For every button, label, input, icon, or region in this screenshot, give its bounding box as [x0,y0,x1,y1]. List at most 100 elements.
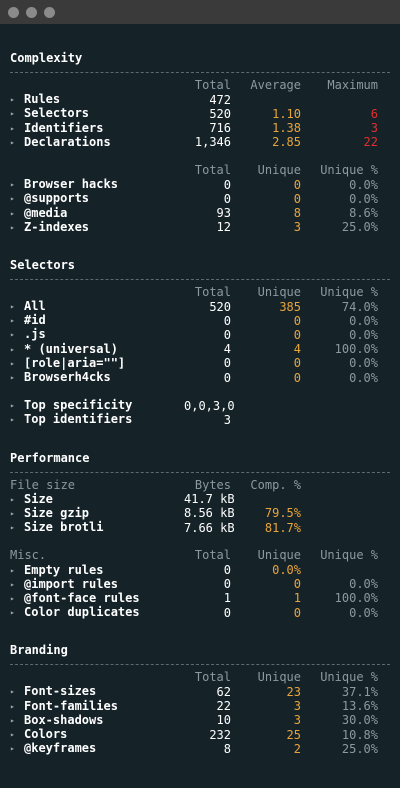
table-row: ▸ @supports 0 0 0.0% [10,191,390,206]
average-value: 1.10 [272,106,301,121]
bullet-arrow-icon: ▸ [10,344,15,354]
unique-percent-value: 0.0% [349,177,378,192]
bytes-value: 8.56 kB [184,506,235,521]
bullet-arrow-icon: ▸ [10,508,15,518]
bullet-arrow-icon: ▸ [10,109,15,119]
bullet-arrow-icon: ▸ [10,565,15,575]
bullet-arrow-icon: ▸ [10,302,15,312]
bullet-arrow-icon: ▸ [10,687,15,697]
bytes-value: 41.7 kB [184,492,235,507]
row-label: Rules [24,92,61,107]
row-label: Selectors [24,106,90,121]
bullet-arrow-icon: ▸ [10,316,15,326]
table-row: ▸ Z-indexes 12 3 25.0% [10,220,390,235]
unique-value: 4 [293,342,301,357]
row-label: Size gzip [24,505,90,520]
bullet-arrow-icon: ▸ [10,730,15,739]
table-row: ▸ Size 41.7 kB [10,491,390,507]
bullet-arrow-icon: ▸ [10,715,15,725]
divider [10,72,390,73]
row-label: Box-shadows [24,712,104,727]
table-row: ▸ Colors 232 25 10.8% [10,727,390,742]
header-unique-percent: Unique % [320,284,378,299]
total-value: 12 [216,220,231,235]
table-row: ▸ @font-face rules 1 1 100.0% [10,591,390,606]
table-row: ▸ @import rules 0 0 0.0% [10,577,390,592]
unique-value: 2 [293,741,301,756]
header-average: Average [250,78,301,92]
bullet-arrow-icon: ▸ [10,415,15,425]
unique-value: 1 [293,591,301,606]
minimize-dot[interactable] [26,6,37,18]
row-label: Top identifiers [24,412,133,427]
maximum-value: 6 [370,106,378,121]
unique-percent-value: 0.0% [349,605,378,620]
header-bytes: Bytes [194,477,231,492]
total-value: 716 [209,121,231,136]
complexity-title: Complexity [10,51,83,65]
bullet-arrow-icon: ▸ [10,330,15,340]
total-value: 472 [209,92,231,107]
unique-percent-value: 0.0% [349,577,378,592]
compression-value: 79.5% [264,506,301,521]
specificity-value: 0,0,3,0 [184,398,235,413]
header-unique: Unique [257,162,301,177]
header-unique: Unique [257,670,301,685]
bullet-arrow-icon: ▸ [10,523,15,533]
total-value: 0 [223,313,231,328]
row-label: @media [24,205,68,220]
divider [10,471,390,473]
table-header: Total Unique Unique % [10,163,390,177]
unique-percent-value: 74.0% [341,299,378,314]
header-unique: Unique [257,284,301,299]
unique-value: 3 [293,220,301,235]
unique-percent-value: 13.6% [341,699,378,714]
branding-title: Branding [10,643,68,658]
divider [10,278,390,280]
bullet-arrow-icon: ▸ [10,701,15,711]
total-value: 0 [223,191,231,206]
row-label: Font-sizes [24,684,97,699]
row-label: Size [24,491,53,506]
row-label: #id [24,313,46,328]
total-value: 1,346 [194,135,231,150]
total-value: 0 [223,356,231,371]
table-row: ▸ Browserh4cks 0 0 0.0% [10,370,390,385]
bullet-arrow-icon: ▸ [10,744,15,754]
total-value: 22 [216,699,231,714]
table-row: ▸ * (universal) 4 4 100.0% [10,342,390,357]
unique-percent-value: 0.0% [349,356,378,371]
table-row: ▸ .js 0 0 0.0% [10,327,390,342]
header-total: Total [194,284,231,299]
total-value: 520 [209,299,231,314]
unique-percent-value: 0.0% [349,327,378,342]
unique-value: 25 [286,727,301,742]
header-maximum: Maximum [327,78,378,92]
table-row: ▸ #id 0 0 0.0% [10,313,390,328]
total-value: 232 [209,727,231,742]
divider [10,664,390,666]
unique-percent-value: 37.1% [341,684,378,699]
table-row: ▸ Selectors 520 1.10 6 [10,106,390,121]
header-file-size: File size [10,477,76,492]
unique-value: 23 [286,684,301,699]
unique-percent-value: 10.8% [341,727,378,742]
table-row: ▸ Declarations 1,346 2.85 22 [10,134,390,150]
bullet-arrow-icon: ▸ [10,194,15,204]
total-value: 0 [223,370,231,385]
unique-value: 3 [293,713,301,728]
zoom-dot[interactable] [44,6,55,18]
row-label: Declarations [24,134,111,149]
average-value: 1.38 [272,121,301,136]
close-dot[interactable] [8,6,19,18]
unique-percent-value: 30.0% [341,713,378,728]
total-value: 62 [216,684,231,699]
bullet-arrow-icon: ▸ [10,401,15,411]
bullet-arrow-icon: ▸ [10,137,15,147]
total-value: 1 [223,591,231,606]
compression-value: 81.7% [264,520,301,535]
header-total: Total [194,78,231,92]
row-label: Colors [24,727,68,741]
bullet-arrow-icon: ▸ [10,579,15,589]
